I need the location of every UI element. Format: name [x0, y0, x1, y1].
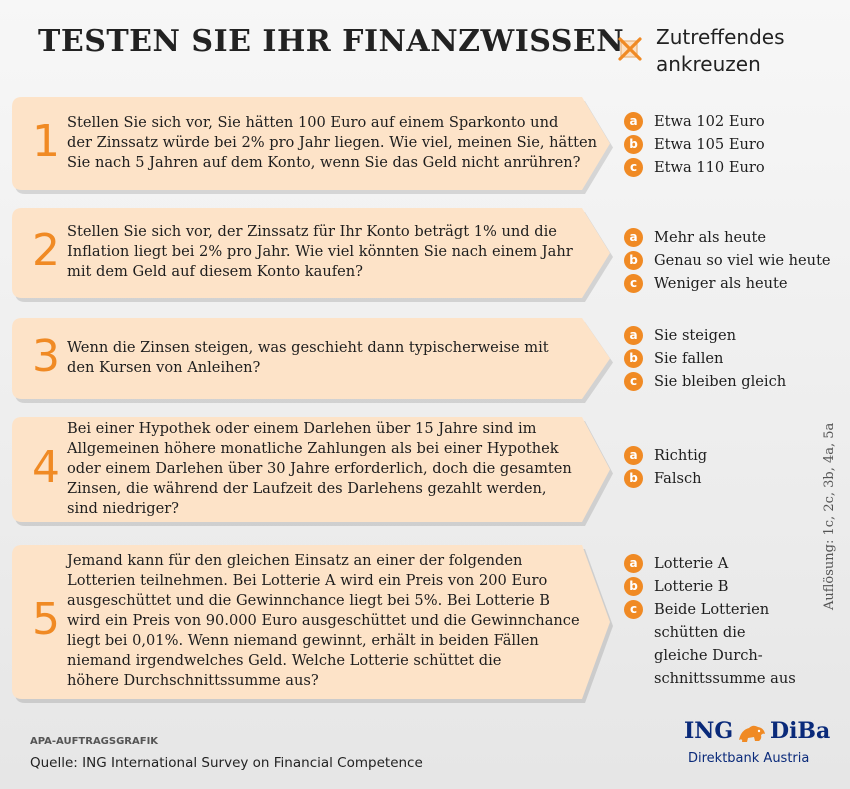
option-label-line: Richtig: [654, 447, 708, 464]
question-text-line: Inflation liegt bei 2% pro Jahr. Wie vie…: [67, 243, 573, 260]
question-card: 4 Bei einer Hypothek oder einem Darlehen …: [12, 417, 622, 526]
question-text-line: Sie nach 5 Jahren auf dem Konto, wenn Si…: [67, 153, 581, 171]
question-text: Wenn die Zinsen steigen, was geschieht d…: [67, 338, 549, 378]
option-label: Sie steigen: [654, 324, 736, 347]
question-card-shape: [12, 208, 613, 302]
option-label-line: schnittssumme aus: [654, 670, 796, 687]
crossed-checkbox-icon: [618, 37, 642, 61]
option-letter-badge: c: [624, 274, 643, 293]
logo-text-right: DiBa: [770, 718, 831, 744]
option-label-line: schütten die: [654, 624, 746, 641]
question-text-line: Allgemeinen höhere monatliche Zahlungen …: [67, 439, 559, 457]
question-card-shape: [12, 545, 613, 703]
option-letter-badge: b: [624, 251, 643, 270]
question-text-line: sind niedriger?: [67, 499, 180, 517]
option-label-line: Falsch: [654, 470, 702, 487]
question-text-line: Stellen Sie sich vor, Sie hätten 100 Eur…: [67, 113, 559, 131]
question-text: Stellen Sie sich vor, Sie hätten 100 Eur…: [67, 113, 597, 173]
option-letter-badge: b: [624, 349, 643, 368]
question-text-line: niemand irgendwelches Geld. Welche Lotte…: [67, 652, 502, 669]
option-letter-badge: a: [624, 446, 643, 465]
option-letter-badge: b: [624, 577, 643, 596]
option-letter-badge: a: [624, 326, 643, 345]
logo-text-left: ING: [684, 718, 734, 744]
option-label-line: Beide Lotterien: [654, 601, 770, 618]
option-label-line: Sie bleiben gleich: [654, 373, 787, 390]
ing-diba-logo: ING DiBa Direktbank Austria: [684, 718, 834, 774]
legend-line-1: Zutreffendes: [656, 25, 785, 49]
question-card: 2 Stellen Sie sich vor, der Zinssatz für …: [12, 208, 622, 302]
answer-key: Auflösung: 1c, 2c, 3b, 4a, 5a: [822, 422, 837, 610]
logo-subtitle: Direktbank Austria: [688, 751, 810, 766]
option-label: Etwa 105 Euro: [654, 133, 765, 156]
legend-line-2: ankreuzen: [656, 52, 761, 76]
option-label: Sie bleiben gleich: [654, 370, 786, 393]
page-title: TESTEN SIE IHR FINANZWISSEN: [38, 24, 625, 59]
option-label: Falsch: [654, 467, 702, 490]
option-label: Richtig: [654, 444, 707, 467]
question-card: 5 Jemand kann für den gleichen Einsatz an…: [12, 545, 622, 703]
option-label: Mehr als heute: [654, 226, 766, 249]
option-label-line: Weniger als heute: [654, 275, 788, 292]
question-text-line: Lotterien teilnehmen. Bei Lotterie A wir…: [67, 572, 548, 589]
option-letter-badge: c: [624, 158, 643, 177]
question-text-line: wird ein Preis von 90.000 Euro ausgeschü…: [67, 612, 580, 629]
question-card: 1 Stellen Sie sich vor, Sie hätten 100 Eu…: [12, 97, 622, 194]
option-label-line: Genau so viel wie heute: [654, 252, 831, 269]
question-text-line: oder einem Darlehen über 30 Jahre erford…: [67, 459, 572, 477]
question-text-line: mit dem Geld auf diesem Konto kaufen?: [67, 263, 363, 280]
option-label-line: Sie steigen: [654, 327, 736, 344]
option-label-line: Etwa 102 Euro: [654, 113, 765, 130]
question-text: Stellen Sie sich vor, der Zinssatz für I…: [67, 222, 573, 282]
question-number: 3: [32, 330, 60, 382]
option-letter-badge: a: [624, 554, 643, 573]
question-text-line: der Zinssatz würde bei 2% pro Jahr liege…: [67, 133, 598, 151]
question-number: 5: [32, 594, 60, 645]
option-letter-badge: a: [624, 228, 643, 247]
option-label-line: Etwa 105 Euro: [654, 136, 765, 153]
question-card-shape: [12, 97, 613, 194]
legend-label: Zutreffendes ankreuzen: [656, 24, 806, 78]
option-letter-badge: c: [624, 372, 643, 391]
option-label-line: Etwa 110 Euro: [654, 159, 765, 176]
question-text-line: den Kursen von Anleihen?: [67, 358, 261, 376]
option-label-line: Lotterie B: [654, 578, 729, 595]
option-letter-badge: b: [624, 469, 643, 488]
option-label: Beide Lotterien schütten die gleiche Durch…: [654, 598, 796, 690]
graphic-credit: APA-AUFTRAGSGRAFIK: [30, 736, 159, 747]
question-number: 4: [32, 441, 60, 493]
question-number: 2: [32, 225, 60, 276]
question-text-line: Jemand kann für den gleichen Einsatz an …: [67, 552, 523, 569]
question-card-shape: [12, 417, 613, 526]
option-letter-badge: a: [624, 112, 643, 131]
option-label: Lotterie A: [654, 552, 728, 575]
source-note: Quelle: ING International Survey on Fina…: [30, 755, 423, 771]
option-label-line: Sie fallen: [654, 350, 724, 367]
option-label: Sie fallen: [654, 347, 723, 370]
option-label: Weniger als heute: [654, 272, 788, 295]
option-label: Genau so viel wie heute: [654, 249, 831, 272]
question-text-line: Bei einer Hypothek oder einem Darlehen ü…: [67, 419, 537, 437]
question-card: 3 Wenn die Zinsen steigen, was geschieht …: [12, 318, 622, 403]
question-text: Jemand kann für den gleichen Einsatz an …: [67, 551, 580, 691]
question-text: Bei einer Hypothek oder einem Darlehen ü…: [67, 419, 572, 519]
option-label: Etwa 102 Euro: [654, 110, 765, 133]
question-number: 1: [32, 115, 60, 167]
option-letter-badge: b: [624, 135, 643, 154]
option-letter-badge: c: [624, 600, 643, 619]
option-label-line: Mehr als heute: [654, 229, 767, 246]
option-label-line: Lotterie A: [654, 555, 729, 572]
question-text-line: Stellen Sie sich vor, der Zinssatz für I…: [67, 223, 557, 240]
question-text-line: Zinsen, die während der Laufzeit des Dar…: [67, 479, 547, 497]
question-text-line: höhere Durchschnittssumme aus?: [67, 672, 319, 689]
option-label-line: gleiche Durch-: [654, 647, 763, 664]
option-label: Etwa 110 Euro: [654, 156, 765, 179]
question-text-line: liegt bei 0,01%. Wenn niemand gewinnt, e…: [67, 632, 539, 649]
option-label: Lotterie B: [654, 575, 729, 598]
question-text-line: Wenn die Zinsen steigen, was geschieht d…: [67, 338, 549, 356]
question-text-line: ausgeschüttet und die Gewinnchance liegt…: [67, 592, 551, 609]
question-card-shape: [12, 318, 613, 403]
lion-icon: [739, 725, 765, 742]
